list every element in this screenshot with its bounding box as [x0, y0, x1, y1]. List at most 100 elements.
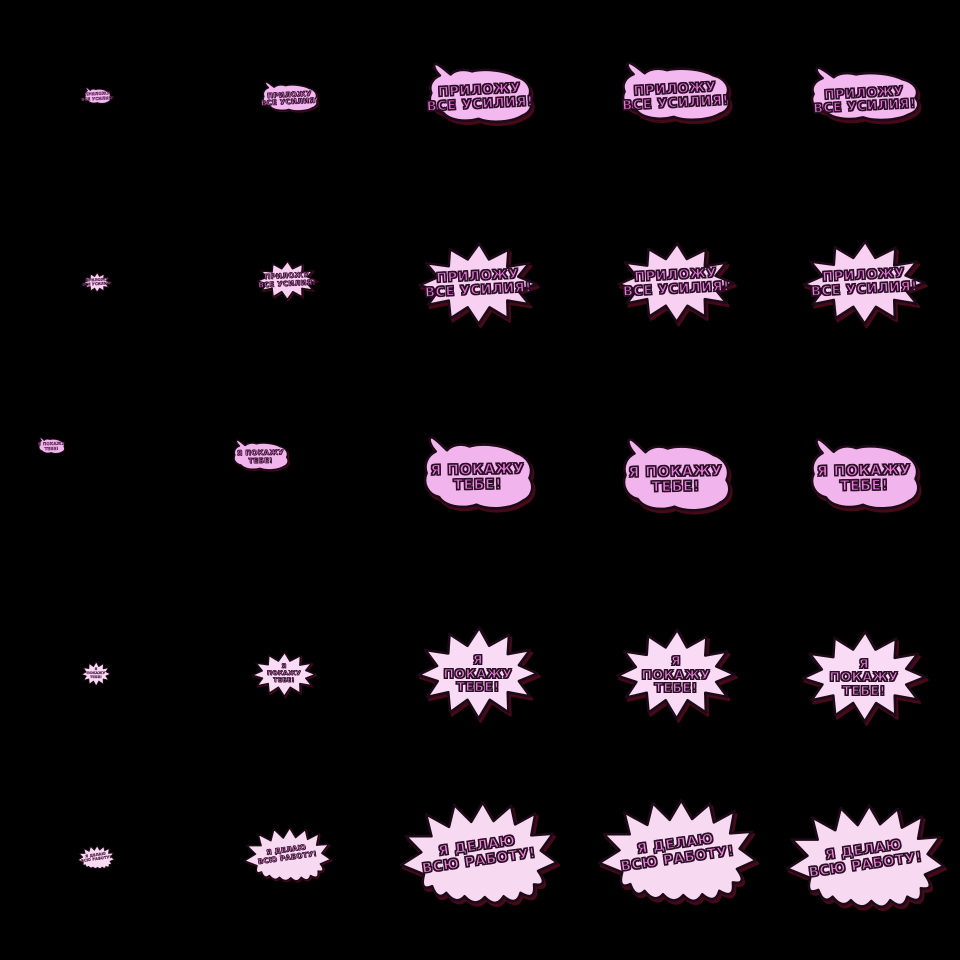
- sticker-prilozhu-vse-usiliya-cloud-size-5[interactable]: ПРИЛОЖУ ВСЕ УСИЛИЯ!: [808, 66, 920, 122]
- sticker-text: Я ПОКАЖУ ТЕБЕ!: [81, 661, 111, 687]
- sticker-text: Я ПОКАЖУ ТЕБЕ!: [251, 651, 317, 698]
- sticker-prilozhu-vse-usiliya-burst-size-1[interactable]: ПРИЛОЖУ ВСЕ УСИЛИЯ!: [82, 271, 112, 293]
- wide-burst-bubble-shape: [242, 826, 332, 884]
- sticker-ya-delayu-vsyu-rabotu-burst-size-2[interactable]: Я ДЕЛАЮ ВСЮ РАБОТУ!: [242, 826, 332, 884]
- sticker-text-line: Я: [281, 663, 287, 671]
- burst-bubble-shape: [81, 661, 111, 687]
- sticker-text: Я ДЕЛАЮ ВСЮ РАБОТУ!: [588, 786, 765, 918]
- sticker-text-line: ВСЕ УСИЛИЯ!: [82, 280, 112, 287]
- sticker-ya-pokazhu-tebe-burst-size-3[interactable]: Я ПОКАЖУ ТЕБЕ!: [416, 625, 540, 722]
- sticker-prilozhu-vse-usiliya-burst-size-5[interactable]: ПРИЛОЖУ ВСЕ УСИЛИЯ!: [801, 239, 927, 327]
- sticker-text-line: ТЕБЕ!: [842, 682, 886, 698]
- sticker-text-line: ВСЕ УСИЛИЯ!: [258, 277, 317, 290]
- sticker-prilozhu-vse-usiliya-burst-size-4[interactable]: ПРИЛОЖУ ВСЕ УСИЛИЯ!: [616, 241, 736, 325]
- sticker-text-line: Я: [94, 667, 98, 672]
- sticker-text: ПРИЛОЖУ ВСЕ УСИЛИЯ!: [82, 271, 112, 293]
- sticker-text: Я ДЕЛАЮ ВСЮ РАБОТУ!: [390, 788, 566, 919]
- sticker-text-line: Я: [858, 655, 870, 671]
- sticker-text-line: ТЕБЕ!: [654, 680, 698, 696]
- sticker-ya-pokazhu-tebe-burst-size-2[interactable]: Я ПОКАЖУ ТЕБЕ!: [251, 651, 317, 698]
- wide-burst-bubble-shape: [77, 845, 115, 870]
- sticker-text: Я ДЕЛАЮ ВСЮ РАБОТУ!: [776, 791, 953, 924]
- burst-bubble-shape: [615, 627, 737, 722]
- sticker-text: ПРИЛОЖУ ВСЕ УСИЛИЯ!: [617, 58, 732, 125]
- sticker-ya-pokazhu-tebe-burst-size-4[interactable]: Я ПОКАЖУ ТЕБЕ!: [615, 627, 737, 722]
- sticker-text: Я ДЕЛАЮ ВСЮ РАБОТУ!: [238, 820, 335, 890]
- burst-bubble-shape: [251, 651, 317, 698]
- sticker-prilozhu-vse-usiliya-cloud-size-2[interactable]: ПРИЛОЖУ ВСЕ УСИЛИЯ!: [260, 80, 319, 114]
- sticker-text-line: ВСЕ УСИЛИЯ!: [810, 279, 918, 301]
- sticker-text: ПРИЛОЖУ ВСЕ УСИЛИЯ!: [415, 238, 541, 330]
- sticker-text-line: ВСЕ УСИЛИЯ!: [260, 96, 319, 108]
- speech-bubble-cloud-shape: [620, 437, 731, 513]
- speech-bubble-cloud-shape: [808, 437, 920, 511]
- speech-bubble-cloud-shape: [261, 81, 318, 112]
- speech-bubble-cloud-shape: [808, 66, 920, 122]
- sticker-text-line: ТЕБЕ!: [90, 674, 102, 679]
- sticker-text-line: ПОКАЖУ: [641, 666, 711, 682]
- burst-bubble-shape: [83, 272, 111, 293]
- speech-bubble-cloud-shape: [38, 437, 65, 454]
- sticker-ya-pokazhu-tebe-cloud-size-3[interactable]: Я ПОКАЖУ ТЕБЕ!: [421, 435, 534, 511]
- sticker-text: ПРИЛОЖУ ВСЕ УСИЛИЯ!: [799, 236, 929, 330]
- wide-burst-bubble-shape: [783, 802, 946, 913]
- sticker-text-line: ВСЕ УСИЛИЯ!: [622, 279, 730, 301]
- sticker-text: Я ПОКАЖУ ТЕБЕ!: [800, 629, 928, 725]
- sticker-text: ПРИЛОЖУ ВСЕ УСИЛИЯ!: [614, 238, 738, 328]
- sticker-ya-pokazhu-tebe-cloud-size-2[interactable]: Я ПОКАЖУ ТЕБЕ!: [232, 439, 289, 471]
- sticker-ya-pokazhu-tebe-burst-size-5[interactable]: Я ПОКАЖУ ТЕБЕ!: [800, 629, 928, 725]
- sticker-text: ПРИЛОЖУ ВСЕ УСИЛИЯ!: [255, 258, 319, 302]
- sticker-text: ПРИЛОЖУ ВСЕ УСИЛИЯ!: [260, 80, 319, 114]
- sticker-text-line: ТЕБЕ!: [453, 476, 503, 494]
- burst-bubble-shape: [416, 625, 540, 722]
- sticker-ya-pokazhu-tebe-cloud-size-4[interactable]: Я ПОКАЖУ ТЕБЕ!: [620, 437, 731, 513]
- sticker-text-line: ПОКАЖУ: [443, 665, 513, 681]
- sticker-text-line: ВСЕ УСИЛИЯ!: [81, 94, 115, 102]
- sticker-ya-delayu-vsyu-rabotu-burst-size-5[interactable]: Я ДЕЛАЮ ВСЮ РАБОТУ!: [783, 802, 946, 913]
- sticker-text: Я ПОКАЖУ ТЕБЕ!: [38, 437, 65, 454]
- sticker-text-line: Я: [670, 653, 682, 669]
- sticker-prilozhu-vse-usiliya-cloud-size-4[interactable]: ПРИЛОЖУ ВСЕ УСИЛИЯ!: [619, 61, 731, 122]
- speech-bubble-cloud-shape: [426, 62, 533, 124]
- sticker-ya-delayu-vsyu-rabotu-burst-size-1[interactable]: Я ДЕЛАЮ ВСЮ РАБОТУ!: [77, 845, 115, 870]
- sticker-text: ПРИЛОЖУ ВСЕ УСИЛИЯ!: [81, 86, 115, 104]
- sticker-text: ПРИЛОЖУ ВСЕ УСИЛИЯ!: [807, 63, 922, 125]
- sticker-prilozhu-vse-usiliya-burst-size-3[interactable]: ПРИЛОЖУ ВСЕ УСИЛИЯ!: [417, 241, 539, 327]
- wide-burst-bubble-shape: [397, 799, 559, 909]
- sticker-prilozhu-vse-usiliya-burst-size-2[interactable]: ПРИЛОЖУ ВСЕ УСИЛИЯ!: [256, 260, 318, 301]
- sticker-text-line: ПОКАЖУ: [266, 670, 302, 678]
- sticker-ya-pokazhu-tebe-cloud-size-1[interactable]: Я ПОКАЖУ ТЕБЕ!: [38, 437, 65, 454]
- sticker-text-line: ТЕБЕ!: [273, 676, 295, 684]
- burst-bubble-shape: [417, 241, 539, 327]
- sticker-text-line: Я: [472, 652, 484, 668]
- wide-burst-bubble-shape: [595, 797, 758, 907]
- burst-bubble-shape: [616, 241, 736, 325]
- sticker-ya-delayu-vsyu-rabotu-burst-size-4[interactable]: Я ДЕЛАЮ ВСЮ РАБОТУ!: [595, 797, 758, 907]
- speech-bubble-cloud-shape: [619, 61, 731, 122]
- burst-bubble-shape: [256, 260, 318, 301]
- sticker-ya-pokazhu-tebe-burst-size-1[interactable]: Я ПОКАЖУ ТЕБЕ!: [81, 661, 111, 687]
- sticker-text: ПРИЛОЖУ ВСЕ УСИЛИЯ!: [424, 59, 534, 127]
- speech-bubble-cloud-shape: [232, 439, 289, 471]
- sticker-text-line: ТЕБЕ!: [248, 456, 273, 465]
- speech-bubble-cloud-shape: [84, 87, 111, 104]
- sticker-text-line: ВСЕ УСИЛИЯ!: [426, 93, 534, 115]
- sticker-ya-pokazhu-tebe-cloud-size-5[interactable]: Я ПОКАЖУ ТЕБЕ!: [808, 437, 920, 511]
- sticker-prilozhu-vse-usiliya-cloud-size-3[interactable]: ПРИЛОЖУ ВСЕ УСИЛИЯ!: [424, 59, 534, 127]
- sticker-text: Я ДЕЛАЮ ВСЮ РАБОТУ!: [75, 842, 116, 872]
- sticker-text-line: ТЕБЕ!: [44, 445, 59, 451]
- sticker-text-line: ВСЕ УСИЛИЯ!: [424, 280, 532, 302]
- sticker-text-line: ПОКАЖУ: [86, 671, 106, 676]
- sticker-ya-delayu-vsyu-rabotu-burst-size-3[interactable]: Я ДЕЛАЮ ВСЮ РАБОТУ!: [397, 799, 559, 909]
- burst-bubble-shape: [801, 239, 927, 327]
- sticker-text: Я ПОКАЖУ ТЕБЕ!: [615, 627, 737, 722]
- speech-bubble-cloud-shape: [421, 435, 534, 511]
- sticker-prilozhu-vse-usiliya-cloud-size-1[interactable]: ПРИЛОЖУ ВСЕ УСИЛИЯ!: [81, 86, 115, 104]
- sticker-text: Я ПОКАЖУ ТЕБЕ!: [416, 625, 540, 722]
- burst-bubble-shape: [800, 629, 928, 725]
- sticker-text: Я ПОКАЖУ ТЕБЕ!: [232, 439, 290, 472]
- sticker-text: Я ПОКАЖУ ТЕБЕ!: [619, 436, 731, 514]
- sticker-text-line: ВСЕ УСИЛИЯ!: [812, 95, 917, 116]
- sticker-text: Я ПОКАЖУ ТЕБЕ!: [420, 434, 534, 512]
